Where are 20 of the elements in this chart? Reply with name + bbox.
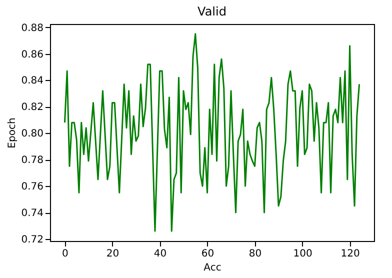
y-tick-label: 0.84 bbox=[21, 76, 44, 87]
y-tick-label: 0.86 bbox=[21, 49, 44, 60]
x-tick-label: 80 bbox=[248, 248, 262, 260]
y-tick-label: 0.82 bbox=[21, 102, 44, 114]
y-tick-label: 0.72 bbox=[21, 234, 44, 246]
line-series bbox=[64, 33, 360, 232]
x-tick-label: 0 bbox=[62, 248, 68, 260]
x-axis-title: Acc bbox=[204, 262, 222, 274]
x-tick-label: 100 bbox=[293, 248, 312, 260]
y-tick-label: 0.78 bbox=[21, 155, 44, 166]
y-tick-label: 0.80 bbox=[21, 128, 44, 140]
y-tick-label: 0.74 bbox=[21, 208, 44, 220]
y-axis-title: Epoch bbox=[7, 118, 18, 148]
x-tick-label: 120 bbox=[340, 248, 360, 260]
x-tick-label: 40 bbox=[154, 248, 167, 260]
y-tick-label: 0.76 bbox=[21, 182, 44, 193]
chart-title: Valid bbox=[198, 4, 226, 18]
x-tick-label: 20 bbox=[106, 248, 120, 260]
x-tick-label: 60 bbox=[201, 248, 214, 260]
y-tick-label: 0.88 bbox=[21, 22, 44, 34]
